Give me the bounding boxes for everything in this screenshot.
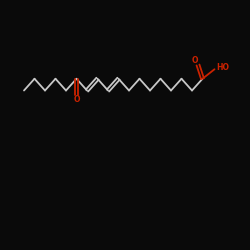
Text: O: O bbox=[73, 96, 80, 104]
Text: HO: HO bbox=[216, 64, 229, 72]
Text: O: O bbox=[192, 56, 198, 65]
